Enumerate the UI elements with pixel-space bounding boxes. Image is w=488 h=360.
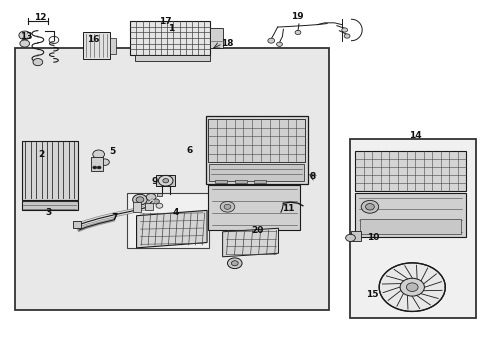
Bar (22, 141, 78, 200)
Circle shape (132, 194, 147, 205)
Bar (355, 152, 465, 191)
Text: 10: 10 (366, 233, 378, 242)
Circle shape (378, 263, 445, 311)
Polygon shape (136, 210, 206, 248)
Bar (355, 193, 465, 237)
Text: 11: 11 (282, 204, 294, 213)
Circle shape (341, 28, 347, 32)
Bar (207, 119, 305, 162)
Circle shape (163, 179, 168, 183)
Bar (126, 193, 208, 248)
Circle shape (101, 159, 109, 165)
Bar (15, 48, 328, 310)
Bar (234, 180, 246, 183)
Text: 5: 5 (109, 147, 115, 156)
Circle shape (267, 38, 274, 43)
Bar (91, 157, 103, 171)
Circle shape (224, 204, 230, 209)
Circle shape (93, 166, 97, 169)
Text: 7: 7 (111, 213, 118, 222)
Text: 13: 13 (20, 32, 33, 41)
Circle shape (146, 194, 156, 201)
Bar (135, 55, 210, 62)
Bar (73, 221, 81, 228)
Circle shape (20, 40, 30, 47)
Text: 16: 16 (87, 36, 100, 45)
Bar (351, 231, 361, 242)
Circle shape (276, 42, 282, 46)
Bar (350, 139, 475, 318)
Text: 8: 8 (309, 172, 315, 181)
Text: 20: 20 (251, 225, 264, 234)
Text: 17: 17 (159, 17, 172, 26)
Circle shape (344, 34, 349, 38)
Text: 14: 14 (408, 131, 421, 140)
Circle shape (152, 199, 159, 204)
Bar (205, 116, 307, 184)
Circle shape (361, 201, 378, 213)
Text: 3: 3 (45, 208, 52, 217)
Circle shape (227, 258, 242, 269)
Bar (130, 21, 210, 55)
Text: 1: 1 (168, 24, 174, 33)
Bar (110, 38, 116, 54)
Circle shape (136, 197, 143, 203)
Circle shape (399, 278, 424, 296)
Bar (209, 163, 303, 181)
Bar (210, 28, 222, 48)
Bar (157, 193, 162, 196)
Bar (360, 219, 460, 234)
Text: 12: 12 (34, 13, 46, 22)
Text: 18: 18 (221, 39, 233, 48)
Text: 15: 15 (365, 290, 377, 299)
Circle shape (345, 234, 355, 242)
Text: 2: 2 (38, 150, 44, 159)
Text: 6: 6 (186, 146, 193, 155)
Circle shape (294, 30, 300, 35)
Circle shape (156, 203, 163, 208)
Circle shape (93, 150, 104, 158)
Polygon shape (222, 228, 278, 257)
Text: 4: 4 (172, 208, 178, 217)
Text: 9: 9 (152, 177, 158, 186)
Bar (207, 185, 300, 230)
Bar (254, 180, 266, 183)
Bar (215, 180, 227, 183)
Circle shape (406, 283, 417, 292)
Bar (132, 202, 141, 212)
Bar (22, 201, 78, 210)
Text: 19: 19 (290, 12, 303, 21)
Bar (145, 203, 152, 210)
Bar (156, 175, 175, 186)
Circle shape (220, 202, 234, 212)
Circle shape (365, 203, 373, 210)
Circle shape (231, 261, 238, 266)
Bar (83, 32, 110, 59)
Circle shape (19, 31, 30, 40)
Circle shape (97, 166, 101, 169)
Circle shape (158, 175, 173, 186)
Circle shape (33, 59, 42, 66)
